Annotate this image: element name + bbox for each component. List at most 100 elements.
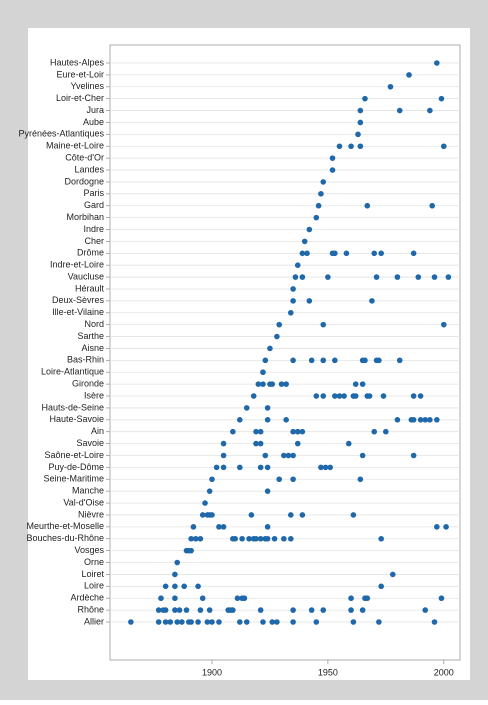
- dot: [281, 535, 287, 542]
- dot: [155, 607, 162, 613]
- y-tick-label: Bas-Rhin: [67, 355, 104, 365]
- dot: [204, 619, 211, 625]
- dot: [260, 619, 266, 625]
- dot: [181, 583, 187, 590]
- dot: [216, 524, 222, 530]
- dot: [213, 464, 220, 471]
- dot: [158, 595, 164, 602]
- dot: [230, 607, 236, 613]
- dot: [357, 143, 364, 150]
- dot: [264, 535, 271, 542]
- dot: [241, 595, 248, 602]
- dot: [220, 524, 227, 530]
- dot: [237, 417, 243, 423]
- dot: [283, 381, 289, 387]
- dot: [299, 250, 306, 257]
- dot: [206, 607, 213, 613]
- x-tick-label: 1900: [202, 667, 222, 677]
- dot: [410, 417, 417, 423]
- dot: [174, 619, 181, 625]
- dot: [315, 202, 322, 209]
- dot: [188, 535, 194, 542]
- dot: [445, 274, 452, 280]
- y-tick-label: Landes: [74, 164, 104, 174]
- dot: [174, 559, 181, 566]
- dot: [364, 595, 371, 602]
- dot: [359, 607, 366, 613]
- dot: [327, 464, 333, 471]
- dot: [396, 107, 403, 114]
- dot: [325, 274, 331, 280]
- dot: [197, 607, 204, 613]
- y-tick-label: Loire: [84, 581, 104, 591]
- dot: [172, 607, 178, 613]
- dot: [253, 428, 259, 435]
- dot: [264, 405, 271, 411]
- dot: [394, 274, 401, 280]
- dot: [290, 298, 296, 304]
- y-tick-label: Aube: [83, 117, 104, 127]
- dot: [287, 512, 294, 518]
- dot: [434, 60, 440, 66]
- dot: [274, 333, 280, 340]
- dot: [299, 512, 306, 518]
- dot: [183, 607, 190, 613]
- dot: [237, 619, 243, 625]
- dot: [320, 179, 327, 185]
- dot: [264, 524, 271, 530]
- dot: [313, 619, 320, 625]
- y-tick-label: Loiret: [81, 569, 104, 579]
- y-tick-label: Hautes-Alpes: [50, 57, 105, 67]
- dot: [287, 309, 294, 316]
- dot: [172, 571, 178, 578]
- dot: [348, 595, 354, 602]
- y-tick-label: Manche: [72, 486, 104, 496]
- dot: [440, 143, 447, 150]
- dot: [287, 535, 294, 542]
- y-tick-label: Vaucluse: [68, 271, 104, 281]
- y-tick-label: Deux-Sèvres: [52, 295, 105, 305]
- dot: [355, 131, 361, 138]
- y-tick-label: Bouches-du-Rhône: [26, 533, 104, 543]
- dot: [243, 619, 250, 625]
- dot: [336, 143, 343, 150]
- dot: [376, 357, 382, 364]
- dot: [195, 583, 201, 590]
- dot: [320, 321, 327, 328]
- dot: [352, 381, 359, 387]
- dot: [320, 607, 327, 613]
- dot: [318, 191, 324, 197]
- dot: [257, 464, 264, 471]
- dot: [167, 619, 174, 625]
- dot: [239, 535, 245, 542]
- y-tick-label: Loir-et-Cher: [56, 93, 104, 103]
- dot: [313, 214, 320, 221]
- y-tick-label: Ardèche: [70, 593, 104, 603]
- y-tick-label: Seine-Maritime: [43, 474, 104, 484]
- dot: [209, 512, 215, 518]
- dot: [376, 619, 382, 625]
- dot: [359, 381, 366, 387]
- dot: [271, 535, 278, 542]
- dot: [230, 428, 236, 435]
- dot: [350, 512, 357, 518]
- y-tick-label: Indre: [83, 224, 104, 234]
- y-tick-label: Aisne: [81, 343, 104, 353]
- dot: [357, 119, 364, 126]
- dot: [410, 393, 417, 399]
- dot: [329, 167, 336, 173]
- dot: [389, 571, 396, 578]
- y-tick-label: Pyrénées-Atlantiques: [18, 129, 104, 139]
- dot: [431, 619, 438, 625]
- dot: [253, 535, 259, 542]
- dot: [220, 464, 227, 471]
- dot: [267, 345, 273, 352]
- dot: [362, 357, 368, 364]
- dot: [348, 143, 354, 150]
- dot: [306, 226, 313, 233]
- dot: [220, 440, 227, 447]
- dot: [380, 393, 387, 399]
- dot: [192, 535, 199, 542]
- dot: [292, 274, 299, 280]
